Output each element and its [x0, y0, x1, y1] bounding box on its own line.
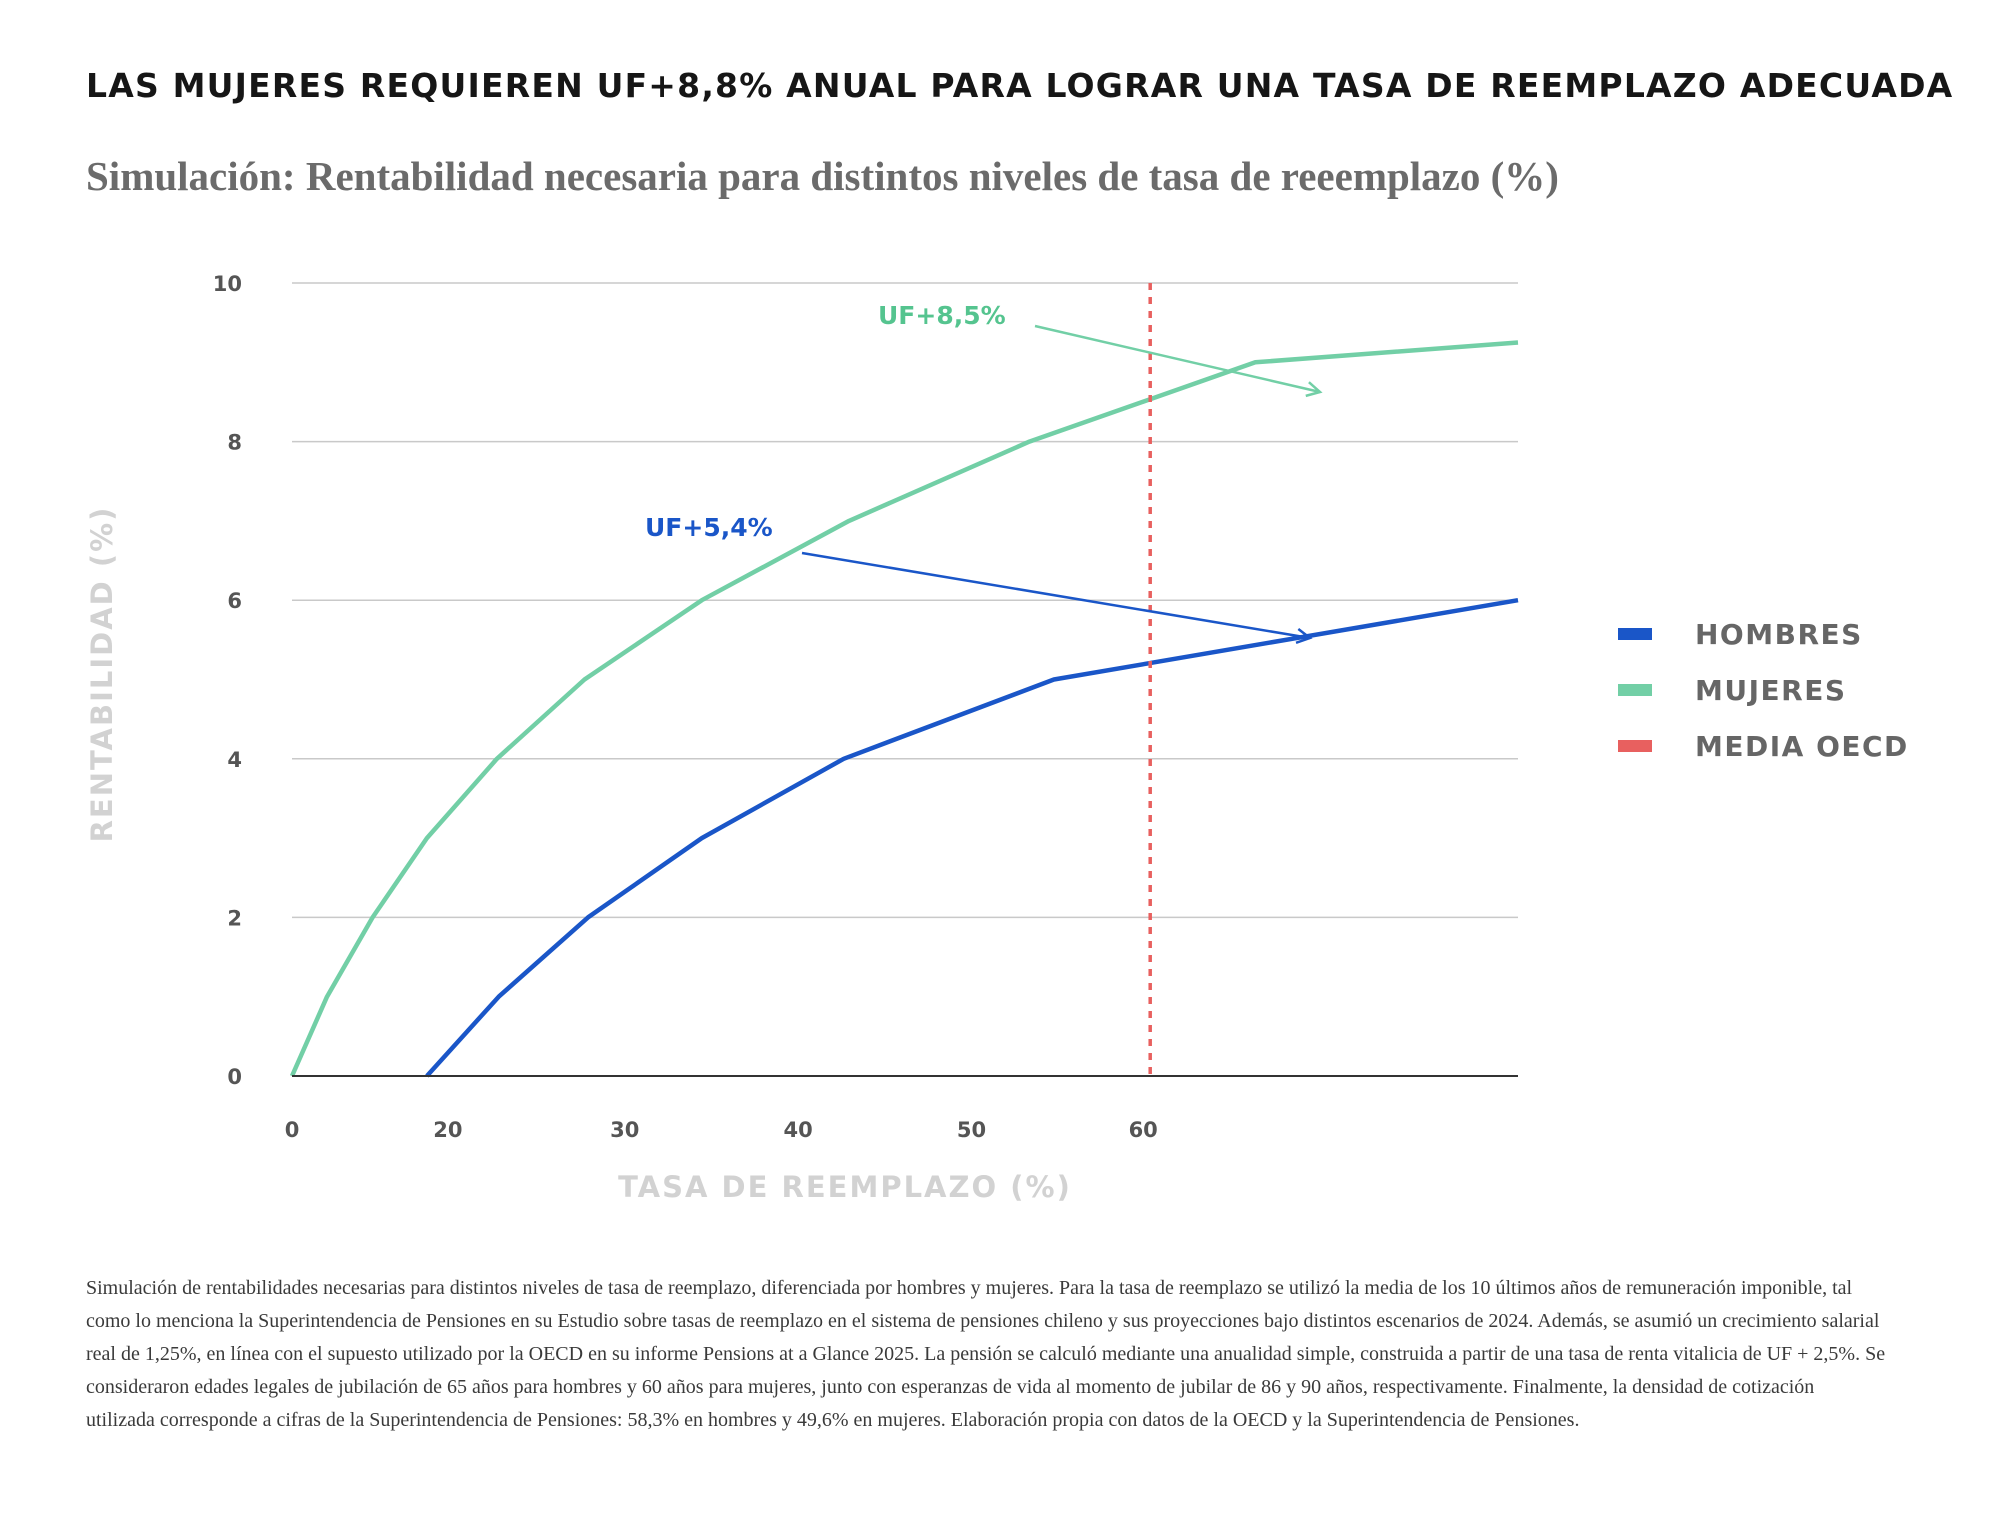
legend-swatch-mujeres	[1618, 684, 1652, 696]
annotation-label-2: UF+5,4%	[645, 513, 773, 542]
legend-label-media-oecd: MEDIA OECD	[1695, 730, 1909, 763]
y-tick-label-10: 10	[213, 272, 242, 296]
x-tick-label-50: 50	[957, 1118, 986, 1142]
y-tick-label-8: 8	[227, 431, 242, 455]
footnote: Simulación de rentabilidades necesarias …	[86, 1277, 1886, 1431]
x-axis-title: TASA DE REEMPLAZO (%)	[618, 1170, 1072, 1204]
x-tick-label-60: 60	[1129, 1118, 1158, 1142]
legend-swatch-hombres	[1618, 628, 1652, 640]
chart-title: LAS MUJERES REQUIEREN UF+8,8% ANUAL PARA…	[86, 66, 1954, 105]
x-tick-label-20: 20	[433, 1118, 462, 1142]
legend-label-hombres: HOMBRES	[1695, 618, 1863, 651]
legend-swatch-media-oecd	[1618, 740, 1652, 752]
y-tick-label-2: 2	[227, 906, 242, 930]
x-tick-label-0: 0	[285, 1118, 300, 1142]
annotation-arrow-1	[1034, 324, 1323, 398]
annotation-label-1: UF+8,5%	[878, 301, 1006, 330]
legend-label-mujeres: MUJERES	[1695, 674, 1847, 707]
y-tick-label-6: 6	[227, 589, 242, 613]
y-axis-title: RENTABILIDAD (%)	[85, 506, 119, 843]
series-line-mujeres	[289, 340, 1519, 1077]
annotation-arrow-2	[801, 551, 1313, 644]
series-line-hombres	[425, 597, 1519, 1078]
x-tick-label-40: 40	[784, 1118, 813, 1142]
x-tick-label-30: 30	[610, 1118, 639, 1142]
y-tick-label-0: 0	[227, 1065, 242, 1089]
chart-subtitle: Simulación: Rentabilidad necesaria para …	[86, 153, 1559, 199]
y-tick-label-4: 4	[227, 748, 242, 772]
